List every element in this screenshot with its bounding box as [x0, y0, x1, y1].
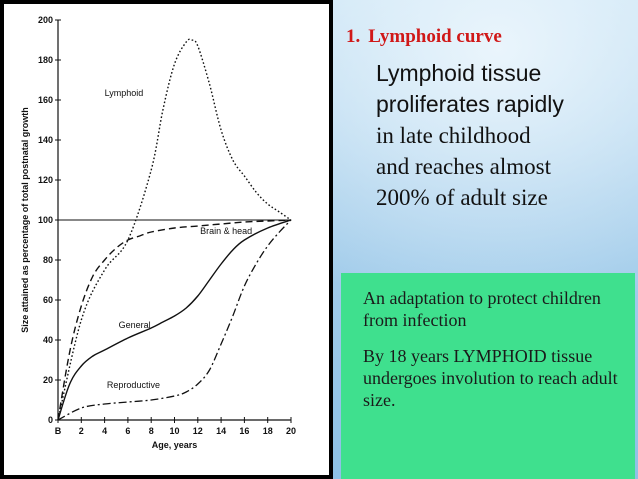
description-line: 200% of adult size [376, 185, 548, 210]
series-label-brain-head: Brain & head [200, 226, 252, 236]
description-line: and reaches almost [376, 154, 551, 179]
x-tick-label: 12 [193, 426, 203, 436]
x-tick-label: 6 [125, 426, 130, 436]
y-axis-title: Size attained as percentage of total pos… [20, 107, 30, 333]
series-line-lymphoid [57, 38, 292, 421]
heading-number: 1. [346, 26, 361, 47]
series-label-reproductive: Reproductive [107, 380, 160, 390]
note-paragraph: An adaptation to protect children from i… [363, 288, 601, 330]
description-line: proliferates rapidly [376, 91, 564, 117]
heading: 1. Lymphoid curve [346, 26, 502, 48]
y-tick-label: 100 [38, 215, 53, 225]
y-tick-label: 180 [38, 55, 53, 65]
y-tick-label: 20 [43, 375, 53, 385]
x-tick-label: 8 [149, 426, 154, 436]
y-tick-label: 120 [38, 175, 53, 185]
series-line-reproductive [57, 219, 292, 421]
description-line: Lymphoid tissue [376, 60, 542, 86]
series-line-general [57, 219, 292, 421]
x-tick-label: 20 [286, 426, 296, 436]
y-tick-label: 40 [43, 335, 53, 345]
x-tick-label: 14 [216, 426, 226, 436]
x-tick-label: 2 [79, 426, 84, 436]
y-tick-label: 160 [38, 95, 53, 105]
series-label-general: General [119, 320, 151, 330]
y-tick-label: 140 [38, 135, 53, 145]
x-tick-label: B [55, 426, 62, 436]
x-tick-label: 4 [102, 426, 107, 436]
x-tick-label: 10 [169, 426, 179, 436]
description: Lymphoid tissue proliferates rapidly in … [376, 58, 638, 213]
note-paragraph: By 18 years LYMPHOID tissue undergoes in… [363, 346, 618, 410]
chart-panel: 0 20 40 60 80 100 120 140 160 180 200 B 2 4 6 8 10 12 14 16… [4, 4, 329, 475]
x-tick-label: 18 [263, 426, 273, 436]
series-label-lymphoid: Lymphoid [105, 88, 144, 98]
y-tick-label: 80 [43, 255, 53, 265]
growth-curves-chart: 0 20 40 60 80 100 120 140 160 180 200 B 2 4 6 8 10 12 14 16… [4, 4, 329, 475]
y-tick-label: 0 [48, 415, 53, 425]
x-tick-label: 16 [239, 426, 249, 436]
y-tick-label: 60 [43, 295, 53, 305]
series-line-brain-head [57, 219, 292, 421]
description-line: in late childhood [376, 123, 531, 148]
chart-background [4, 4, 329, 475]
x-axis-title: Age, years [152, 440, 198, 450]
y-tick-label: 200 [38, 15, 53, 25]
note-box: An adaptation to protect children from i… [341, 273, 635, 479]
heading-text: Lymphoid curve [368, 26, 502, 47]
